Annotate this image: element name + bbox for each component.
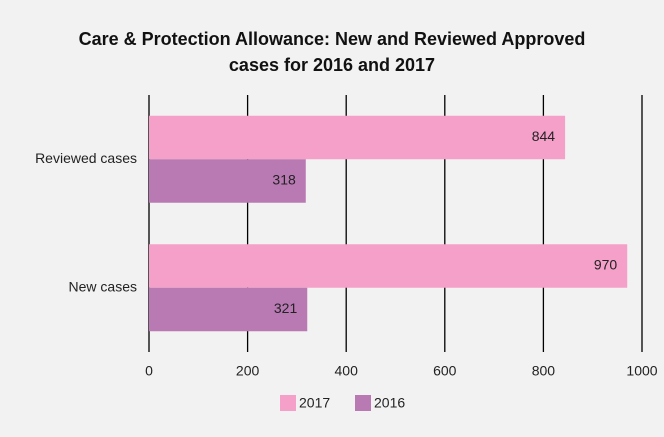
x-tick-label: 0 [145,363,153,379]
y-tick-label: Reviewed cases [35,150,137,166]
bar-value-label: 318 [272,172,296,188]
bar [149,244,628,288]
legend-label: 2016 [374,395,405,411]
x-tick-label: 1000 [626,363,657,379]
bar [149,287,308,332]
bar-value-label: 970 [594,257,618,273]
x-tick-label: 600 [433,363,457,379]
legend-label: 2017 [299,395,330,411]
y-tick-label: New cases [69,278,137,294]
bar [149,115,566,160]
chart-title: Care & Protection Allowance: New and Rev… [78,29,586,75]
legend-swatch [280,395,296,411]
x-tick-label: 200 [236,363,260,379]
bar [149,159,306,203]
bar-value-label: 844 [532,128,556,144]
legend-swatch [355,395,371,411]
x-tick-label: 400 [335,363,359,379]
x-tick-label: 800 [532,363,556,379]
bar-value-label: 321 [274,300,298,316]
